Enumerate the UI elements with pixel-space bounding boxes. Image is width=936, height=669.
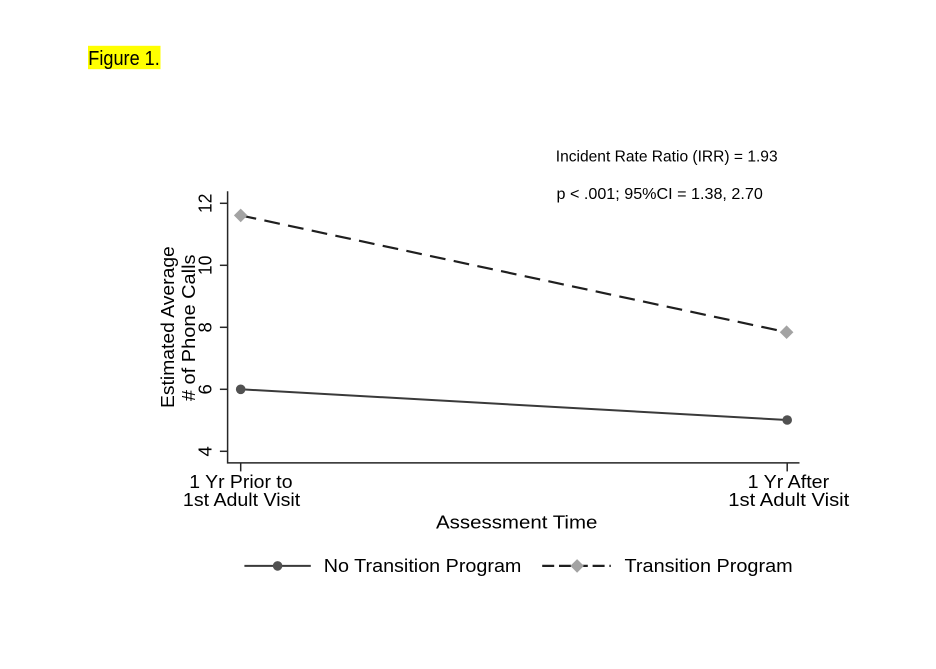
svg-text:4: 4 [195,446,216,456]
svg-text:10: 10 [195,256,216,275]
svg-text:Incident Rate Ratio (IRR) = 1.: Incident Rate Ratio (IRR) = 1.93 [556,149,778,166]
svg-text:Estimated Average: Estimated Average [157,246,178,408]
svg-text:Assessment Time: Assessment Time [436,512,597,533]
svg-text:8: 8 [195,322,216,332]
svg-text:Transition Program: Transition Program [625,555,793,576]
svg-text:1 Yr Prior to: 1 Yr Prior to [189,471,292,492]
svg-text:# of Phone Calls: # of Phone Calls [178,254,199,401]
svg-text:Figure 1.: Figure 1. [88,48,160,70]
svg-text:6: 6 [195,384,216,394]
svg-text:1 Yr After: 1 Yr After [748,471,830,492]
svg-text:No Transition Program: No Transition Program [324,555,522,576]
svg-text:1st Adult Visit: 1st Adult Visit [728,489,849,510]
svg-text:1st Adult Visit: 1st Adult Visit [183,489,300,510]
svg-text:12: 12 [195,194,216,213]
svg-text:p < .001; 95%CI = 1.38, 2.70: p < .001; 95%CI = 1.38, 2.70 [557,186,763,203]
